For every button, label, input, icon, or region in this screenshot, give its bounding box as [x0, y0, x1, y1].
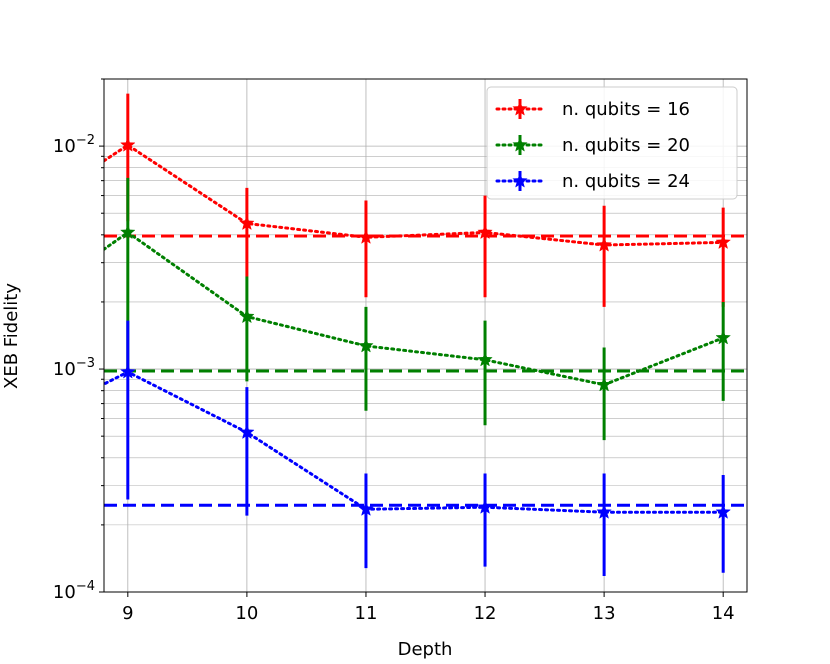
- x-axis-label: Depth: [398, 639, 453, 660]
- data-point: [715, 329, 731, 345]
- data-point: [715, 234, 731, 250]
- legend-label: n. qubits = 16: [562, 99, 690, 120]
- data-point: [477, 351, 493, 367]
- x-tick-label: 14: [712, 603, 735, 624]
- series-line: [104, 230, 725, 387]
- x-tick-label: 12: [474, 603, 497, 624]
- series-2: [104, 177, 747, 441]
- legend-marker: [512, 172, 528, 188]
- legend-frame: [486, 86, 738, 200]
- axis-ticks: 9 10 11 12 13 14 10−2 10−3 10−4: [53, 78, 735, 624]
- data-point: [120, 224, 136, 240]
- data-point: [239, 424, 255, 440]
- y-tick-label: 10−2: [53, 133, 95, 157]
- data-point: [477, 499, 493, 514]
- data-layer: [104, 93, 747, 576]
- data-point: [715, 503, 731, 519]
- series-1: [104, 93, 747, 307]
- data-point: [596, 376, 612, 392]
- x-tick-label: 9: [122, 603, 133, 624]
- data-point: [358, 337, 374, 353]
- x-tick-label: 10: [235, 603, 258, 624]
- legend-marker: [512, 136, 528, 152]
- plot-frame: [103, 78, 748, 593]
- data-point: [120, 136, 136, 152]
- legend-label: n. qubits = 24: [562, 171, 690, 192]
- data-point: [239, 308, 255, 324]
- data-point: [239, 215, 255, 231]
- data-point: [477, 224, 493, 240]
- y-tick-label: 10−4: [53, 579, 95, 603]
- x-tick-label: 11: [355, 603, 378, 624]
- y-tick-label: 10−3: [53, 356, 95, 380]
- series-3: [104, 320, 747, 576]
- legend-marker: [512, 100, 528, 116]
- x-tick-label: 13: [593, 603, 616, 624]
- legend-entry-1: n. qubits = 16: [495, 99, 690, 120]
- legend-label: n. qubits = 20: [562, 135, 690, 156]
- data-point: [120, 363, 136, 379]
- legend-entry-2: n. qubits = 20: [495, 135, 690, 156]
- series-line: [104, 370, 725, 514]
- data-point: [358, 229, 374, 244]
- y-axis-label: XEB Fidelity: [1, 283, 22, 389]
- data-point: [596, 503, 612, 519]
- legend-entry-3: n. qubits = 24: [495, 171, 690, 192]
- data-point: [358, 501, 374, 516]
- legend: n. qubits = 16 n. qubits = 20 n. qubits = …: [486, 86, 738, 200]
- data-point: [596, 236, 612, 252]
